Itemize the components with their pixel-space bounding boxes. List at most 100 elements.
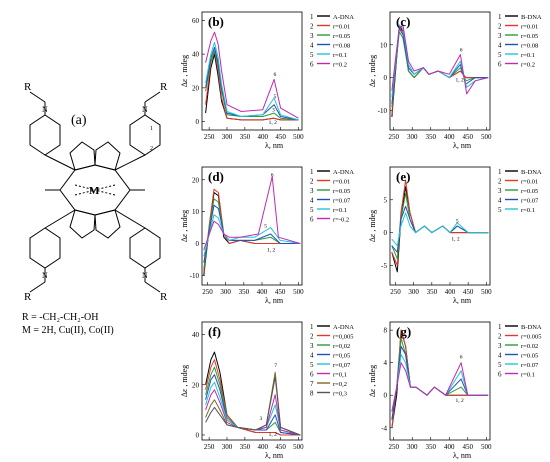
legend-number: 2: [310, 23, 314, 31]
plot-frame: [389, 11, 491, 131]
legend-number: 4: [498, 42, 502, 50]
series-line-1: [203, 192, 301, 276]
legend-number: 1: [310, 323, 314, 331]
x-tick-label: 400: [257, 443, 268, 451]
y-tick-label: 0: [196, 431, 200, 439]
n-plus-label-1: N: [42, 105, 48, 114]
y-axis-label: Δε , mdeg: [180, 55, 189, 87]
legend-label: r=0,05: [333, 353, 350, 360]
plot-frame: [389, 166, 491, 286]
legend-label: B-DNA: [521, 169, 542, 176]
ring-number-2: 2: [150, 146, 153, 152]
legend-number: 3: [310, 32, 314, 40]
x-tick-label: 400: [444, 133, 455, 141]
legend-number: 5: [310, 51, 314, 59]
legend-number: 1: [310, 168, 314, 176]
curve-annotation: 6: [460, 355, 463, 361]
legend-label: r=0,2: [333, 381, 347, 388]
legend-label: r=0,3: [333, 391, 347, 398]
panel-label: (b): [208, 14, 224, 29]
y-axis-label: Δε , mdeg: [180, 365, 189, 397]
x-tick-label: 350: [425, 133, 436, 141]
x-tick-label: 250: [390, 288, 401, 296]
y-tick-label: 8: [384, 327, 388, 335]
series-line-4: [391, 345, 489, 420]
x-tick-label: 400: [257, 288, 268, 296]
x-tick-label: 250: [202, 288, 213, 296]
legend-number: 4: [498, 197, 502, 205]
legend-label: r=0,02: [333, 343, 350, 350]
legend-number: 5: [310, 361, 314, 369]
x-tick-label: 500: [293, 133, 304, 141]
legend-label: r=0.1: [521, 207, 535, 214]
legend-number: 5: [498, 51, 502, 59]
legend-label: r=0.05: [521, 188, 538, 195]
x-tick-label: 450: [275, 288, 286, 296]
legend-label: r=0.01: [521, 24, 538, 31]
y-axis-label: Δε , mdeg: [368, 365, 377, 397]
substituent-label-3: R: [24, 291, 32, 303]
legend-label: r=0.1: [333, 207, 347, 214]
curve-annotation: 5: [456, 219, 459, 225]
legend-number: 2: [310, 333, 314, 341]
y-tick-label: 5: [384, 196, 388, 204]
ring-number-1: 1: [150, 126, 153, 132]
legend-number: 6: [498, 371, 502, 379]
legend-number: 3: [498, 187, 502, 195]
legend-label: r=0.08: [521, 43, 538, 50]
x-tick-label: 300: [220, 288, 231, 296]
y-tick-label: -10: [378, 107, 388, 115]
x-tick-label: 250: [204, 133, 215, 141]
legend-label: r=0.07: [333, 198, 351, 205]
substituent-label-2: R: [160, 81, 168, 93]
curve-annotation: 3: [260, 416, 263, 422]
x-axis-label: λ, nm: [453, 451, 472, 460]
legend-number: 8: [310, 390, 314, 398]
curve-annotation: 6: [273, 72, 276, 78]
legend-label: r=0.1: [521, 372, 535, 379]
substituent-label-1: R: [24, 81, 32, 93]
curve-annotation: 7: [274, 363, 277, 369]
y-tick-label: 0: [384, 229, 388, 237]
x-tick-label: 500: [293, 443, 304, 451]
legend-label: r=-0.2: [333, 217, 349, 224]
series-line-4: [205, 46, 299, 121]
cd-spectrum-panel-c: 250 300 350 400 450 500 -10 0 10 6 1, 2 (c) λ, nm Δε …: [368, 11, 542, 150]
y-tick-label: 4: [384, 359, 388, 367]
series-line-8: [205, 376, 301, 436]
series-line-1: [391, 24, 489, 117]
panel-label: (g): [396, 324, 411, 339]
y-axis-label: Δε , mdeg: [368, 55, 377, 87]
x-axis-label: λ, nm: [265, 451, 284, 460]
x-tick-label: 500: [293, 288, 304, 296]
series-line-2: [391, 27, 489, 114]
y-tick-label: 10: [192, 208, 200, 216]
y-tick-label: 0: [384, 392, 388, 400]
y-tick-label: 10: [380, 41, 388, 49]
series-line-6: [203, 176, 301, 251]
legend-label: A-DNA: [333, 14, 354, 21]
x-tick-label: 250: [388, 133, 399, 141]
legend-label: r=0.07: [521, 362, 539, 369]
y-tick-label: -5: [381, 262, 387, 270]
series-line-6: [391, 24, 489, 95]
legend-label: r=0.02: [521, 343, 538, 350]
legend-label: B-DNA: [521, 14, 542, 21]
series-line-2: [205, 50, 299, 121]
legend-label: r=0.05: [333, 188, 350, 195]
legend-number: 1: [310, 13, 314, 21]
legend-label: r=0.01: [333, 179, 350, 186]
y-tick-label: -10: [190, 272, 200, 280]
cd-spectrum-panel-d: 250 300 350 400 450 500 -10 0 10 20 6 5 1, 2 (d) λ, nm…: [180, 166, 354, 305]
panel-label: (f): [208, 324, 221, 339]
legend-label: r=0.08: [333, 43, 350, 50]
series-line-1: [205, 351, 301, 436]
y-tick-label: 0: [384, 74, 388, 82]
curve-annotation: 1, 2: [456, 77, 465, 83]
x-tick-label: 300: [407, 443, 418, 451]
legend-number: 1: [498, 168, 502, 176]
curve-annotation: 1, 2: [269, 432, 278, 438]
y-tick-label: 40: [192, 51, 200, 59]
legend-number: 3: [498, 342, 502, 350]
